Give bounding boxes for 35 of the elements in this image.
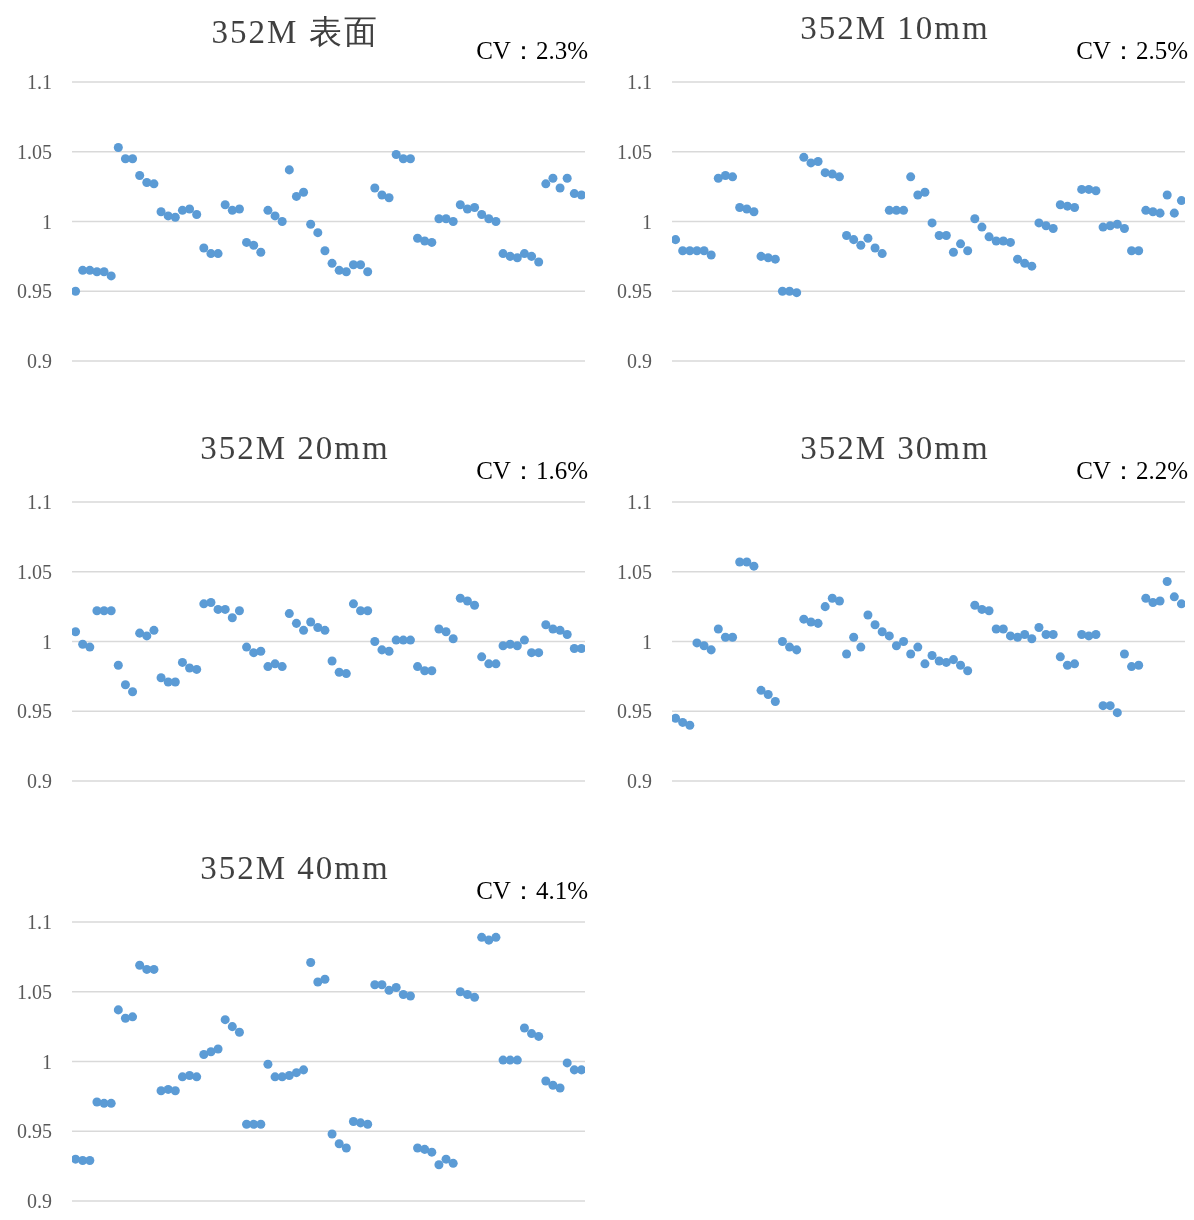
chart-title: 352M 表面 (211, 14, 379, 50)
y-tick-label: 0.9 (27, 770, 52, 793)
y-tick-label: 0.9 (627, 770, 652, 793)
y-tick-label: 0.95 (617, 700, 652, 723)
y-tick-label: 0.9 (27, 350, 52, 373)
text: CV：4.1% (476, 876, 588, 906)
y-tick-label: 1 (42, 210, 52, 233)
y-tick-label: 1 (42, 630, 52, 653)
y-tick-label: 0.95 (17, 700, 52, 723)
y-tick-label: 1.05 (17, 560, 52, 583)
y-tick-label: 1 (42, 1050, 52, 1073)
y-tick-label: 1.1 (27, 911, 52, 934)
y-tick-label: 1.1 (627, 71, 652, 94)
text: CV：2.3% (476, 36, 588, 66)
y-tick-label: 1 (642, 210, 652, 233)
y-tick-label: 1.05 (617, 140, 652, 163)
y-tick-label: 1 (642, 630, 652, 653)
chart-title: 352M 30mm (800, 430, 990, 466)
chart-title: 352M 10mm (800, 10, 990, 46)
y-tick-label: 0.9 (627, 350, 652, 373)
text: CV：1.6% (476, 456, 588, 486)
y-tick-label: 0.95 (617, 280, 652, 303)
y-tick-label: 1.1 (27, 491, 52, 514)
chart-title: 352M 40mm (200, 850, 390, 886)
chart-title: 352M 20mm (200, 430, 390, 466)
y-tick-label: 1.1 (627, 491, 652, 514)
text: CV：2.5% (1076, 36, 1188, 66)
y-tick-label: 0.95 (17, 1120, 52, 1143)
y-tick-label: 0.95 (17, 280, 52, 303)
y-tick-label: 0.9 (27, 1190, 52, 1213)
text: CV：2.2% (1076, 456, 1188, 486)
y-tick-label: 1.1 (27, 71, 52, 94)
y-tick-label: 1.05 (617, 560, 652, 583)
y-tick-label: 1.05 (17, 980, 52, 1003)
y-tick-label: 1.05 (17, 140, 52, 163)
